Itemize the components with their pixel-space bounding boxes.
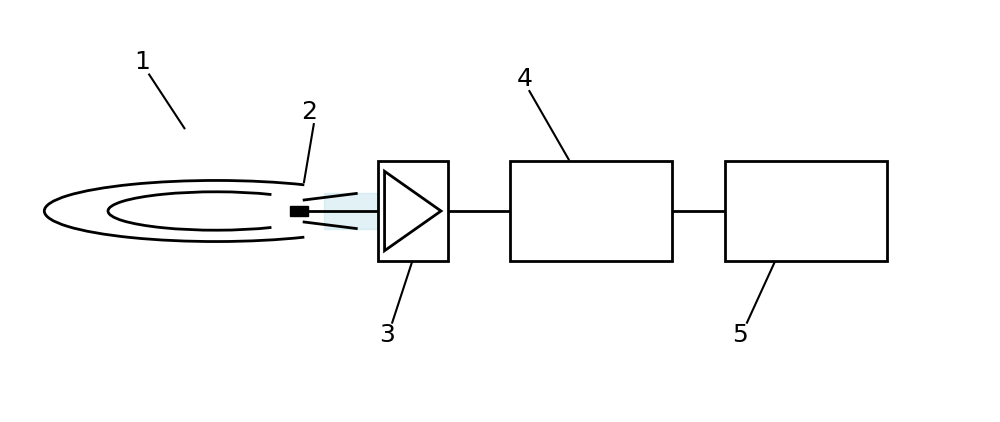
Polygon shape	[324, 193, 387, 229]
Bar	[290, 206, 308, 216]
Text: 3: 3	[379, 323, 395, 347]
Text: 1: 1	[134, 50, 150, 74]
Text: 4: 4	[516, 67, 532, 91]
Text: 5: 5	[732, 323, 748, 347]
Text: 2: 2	[301, 100, 317, 124]
Bar	[725, 161, 887, 261]
Bar	[510, 161, 672, 261]
Bar	[378, 161, 448, 261]
